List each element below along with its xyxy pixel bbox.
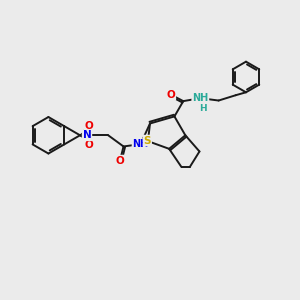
Text: H: H — [199, 104, 206, 113]
Text: O: O — [167, 90, 175, 100]
Text: NH: NH — [133, 139, 149, 149]
Text: O: O — [116, 156, 124, 166]
Text: NH: NH — [192, 93, 208, 103]
Text: O: O — [84, 140, 93, 149]
Text: O: O — [84, 121, 93, 131]
Text: N: N — [82, 130, 91, 140]
Text: S: S — [144, 136, 151, 146]
